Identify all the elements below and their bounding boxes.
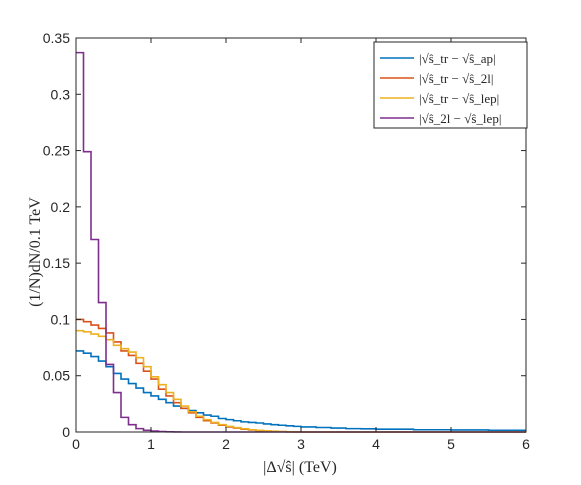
x-axis-label: |Δ√ŝ| (TeV) [263,459,337,476]
y-axis-label: (1/N)dN/0.1 TeV [27,197,44,307]
axes-layer: 0 1 2 3 4 5 6 0 0.05 0.1 0.15 0.2 0.25 0.3 0.35 [43,30,530,452]
x-tick-label: 1 [147,436,155,452]
legend-label-1: |√ŝ_tr − √ŝ_ap| [419,51,496,66]
legend-label-4: |√ŝ_2l − √ŝ_lep| [419,111,501,126]
y-tick-label: 0.25 [43,143,70,159]
x-tick-label: 3 [297,436,305,452]
y-tick-label: 0.05 [43,368,70,384]
legend-label-3: |√ŝ_tr − √ŝ_lep| [419,91,499,106]
series-line-1 [76,350,526,432]
x-tick-label: 0 [72,436,80,452]
y-tick-label: 0.35 [43,30,70,46]
y-tick-label: 0.15 [43,255,70,271]
legend: |√ŝ_tr − √ŝ_ap| |√ŝ_tr − √ŝ_2l| |√ŝ_tr − √… [373,41,528,129]
x-tick-label: 2 [222,436,230,452]
y-tick-label: 0.3 [51,86,71,102]
x-tick-label: 5 [447,436,455,452]
y-tick-label: 0.2 [51,199,71,215]
legend-label-2: |√ŝ_tr − √ŝ_2l| [419,71,493,86]
x-tick-label: 6 [522,436,530,452]
y-tick-label: 0.1 [51,311,71,327]
x-tick-label: 4 [372,436,380,452]
y-tick-label: 0 [62,424,70,440]
legend-box [373,41,528,129]
